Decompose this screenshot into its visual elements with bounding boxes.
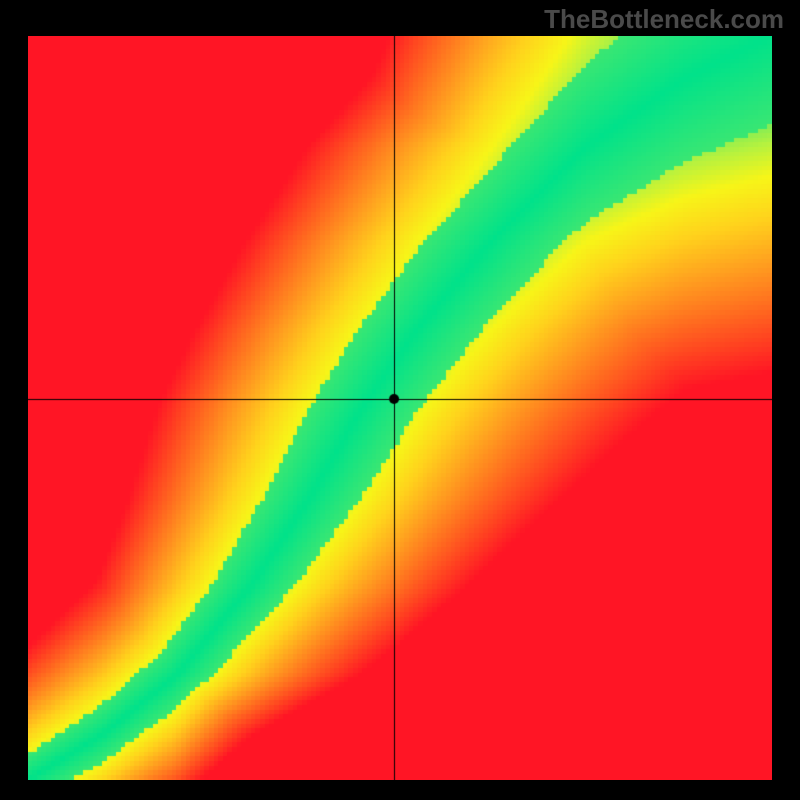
crosshair-overlay: [28, 36, 772, 780]
chart-container: TheBottleneck.com: [0, 0, 800, 800]
watermark-text: TheBottleneck.com: [544, 4, 784, 35]
